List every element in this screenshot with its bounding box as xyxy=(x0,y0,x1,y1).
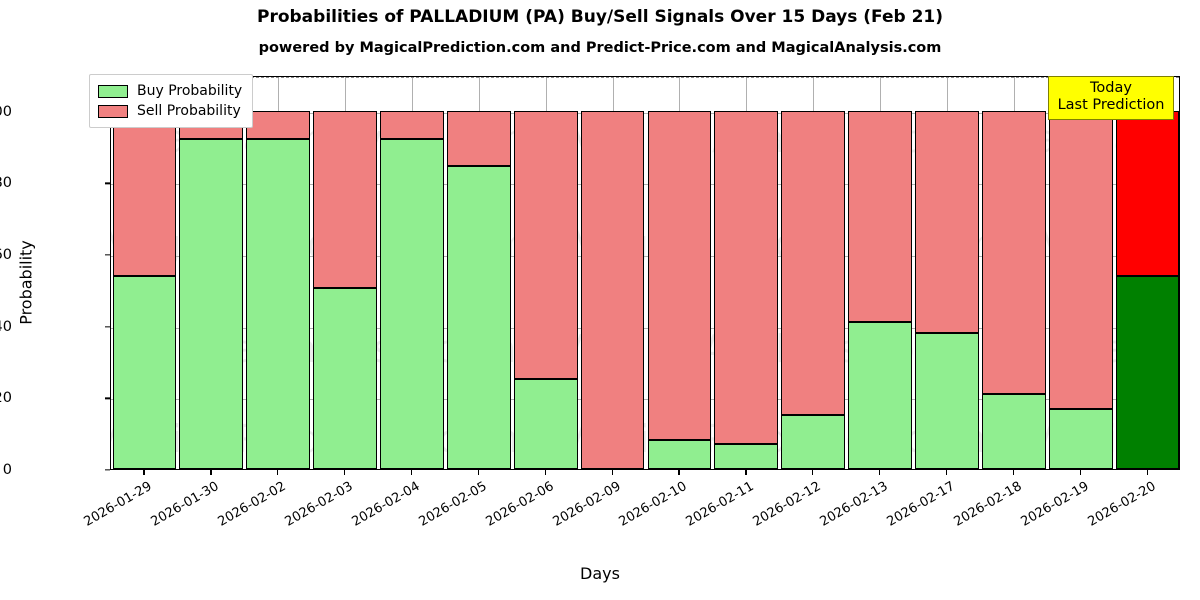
bar-segment-sell[interactable] xyxy=(981,110,1046,394)
threshold-dashed-line xyxy=(111,77,1179,78)
y-axis-tick-mark xyxy=(105,326,110,328)
x-axis-tick-mark xyxy=(410,470,413,475)
gridline-horizontal xyxy=(111,184,1179,186)
legend-swatch-sell-icon xyxy=(98,104,128,118)
x-axis-tick-mark xyxy=(210,470,212,475)
x-axis-tick-mark xyxy=(611,470,613,475)
bar-segment-buy[interactable] xyxy=(112,275,177,469)
chart-subtitle: powered by MagicalPrediction.com and Pre… xyxy=(258,40,942,56)
y-axis-tick-mark xyxy=(105,254,110,256)
bar-segment-sell[interactable] xyxy=(513,110,578,380)
x-axis-tick-mark xyxy=(745,470,747,475)
y-axis-tick-mark xyxy=(105,469,110,471)
bar-group[interactable] xyxy=(313,77,377,469)
bar-group[interactable] xyxy=(848,77,912,469)
bar-segment-sell[interactable] xyxy=(781,110,846,416)
bar-group[interactable] xyxy=(380,77,444,469)
legend-item-buy: Buy Probability xyxy=(98,81,242,101)
x-axis-tick-mark xyxy=(477,470,480,475)
bar-segment-sell[interactable] xyxy=(848,110,912,323)
bar-segment-sell[interactable] xyxy=(112,110,177,276)
bar-segment-sell[interactable] xyxy=(446,110,511,167)
gridline-horizontal xyxy=(111,399,1179,401)
bar-segment-buy[interactable] xyxy=(647,440,712,469)
bar-segment-sell[interactable] xyxy=(380,110,444,140)
bar-group[interactable] xyxy=(112,77,177,469)
today-annotation: Today Last Prediction xyxy=(1048,76,1174,120)
bar-segment-buy[interactable] xyxy=(313,288,377,469)
bars-layer xyxy=(111,77,1179,469)
bar-segment-sell[interactable] xyxy=(1048,110,1113,410)
x-axis-tick-mark xyxy=(277,470,279,475)
x-axis-tick-mark xyxy=(678,470,680,475)
y-axis-tick-label: 40 xyxy=(0,318,12,335)
bar-segment-buy[interactable] xyxy=(848,322,912,469)
legend-item-sell: Sell Probability xyxy=(98,101,242,121)
y-axis-label: Probability xyxy=(16,240,36,325)
x-axis-tick-mark xyxy=(1146,470,1148,475)
gridline-horizontal xyxy=(111,256,1179,258)
bar-group[interactable] xyxy=(915,77,979,469)
bar-group[interactable] xyxy=(981,77,1046,469)
bar-segment-sell[interactable] xyxy=(714,110,779,444)
y-axis-tick-label: 100 xyxy=(0,103,12,120)
plot-area: MagicalAnalysis.comMagicalAnalysis.comMa… xyxy=(110,76,1180,470)
legend-label-buy: Buy Probability xyxy=(137,83,243,99)
bar-group[interactable] xyxy=(246,77,311,469)
bar-segment-buy[interactable] xyxy=(513,379,578,469)
bar-segment-buy[interactable] xyxy=(1048,409,1113,469)
bar-segment-buy[interactable] xyxy=(179,139,244,469)
bar-segment-sell[interactable] xyxy=(647,110,712,441)
bar-segment-sell[interactable] xyxy=(313,110,377,289)
bar-group[interactable] xyxy=(446,77,511,469)
x-axis-tick-mark xyxy=(812,470,814,475)
bar-segment-buy[interactable] xyxy=(380,139,444,469)
legend-label-sell: Sell Probability xyxy=(137,103,241,119)
x-axis-tick-mark xyxy=(1079,470,1081,475)
bar-segment-buy[interactable] xyxy=(446,166,511,469)
x-axis-tick-mark xyxy=(344,470,346,475)
bar-segment-buy[interactable] xyxy=(1115,275,1179,469)
y-axis-tick-mark xyxy=(105,182,110,185)
bar-group[interactable] xyxy=(1048,77,1113,469)
y-axis-tick-mark xyxy=(105,397,110,400)
legend-swatch-buy-icon xyxy=(98,84,128,98)
y-axis-tick-label: 60 xyxy=(0,247,12,264)
bar-group[interactable] xyxy=(714,77,779,469)
y-axis-tick-label: 80 xyxy=(0,175,12,192)
x-axis-label: Days xyxy=(580,564,620,583)
bar-segment-buy[interactable] xyxy=(246,139,311,469)
bar-segment-buy[interactable] xyxy=(915,332,979,469)
x-axis-tick-mark xyxy=(544,470,546,475)
gridline-horizontal xyxy=(111,112,1179,114)
chart-legend: Buy Probability Sell Probability xyxy=(89,74,254,128)
bar-group[interactable] xyxy=(647,77,712,469)
bar-segment-sell[interactable] xyxy=(246,110,311,140)
x-axis-tick-mark xyxy=(879,470,881,475)
bar-group[interactable] xyxy=(179,77,244,469)
today-annotation-line2: Last Prediction xyxy=(1057,97,1165,113)
x-axis-tick-mark xyxy=(143,470,145,475)
y-axis-tick-label: 20 xyxy=(0,390,12,407)
bar-segment-buy[interactable] xyxy=(714,443,779,469)
bar-segment-sell[interactable] xyxy=(1115,110,1179,276)
gridline-horizontal xyxy=(111,327,1179,329)
x-axis-tick-mark xyxy=(945,470,948,475)
bar-group[interactable] xyxy=(781,77,846,469)
bar-segment-sell[interactable] xyxy=(915,110,979,333)
bar-segment-sell[interactable] xyxy=(580,110,645,469)
today-annotation-line1: Today xyxy=(1090,80,1132,96)
bar-group[interactable] xyxy=(580,77,645,469)
bar-group[interactable] xyxy=(1115,77,1179,469)
page-title: Probabilities of PALLADIUM (PA) Buy/Sell… xyxy=(256,7,944,27)
y-axis-tick-label: 0 xyxy=(2,462,12,478)
bar-segment-buy[interactable] xyxy=(781,415,846,469)
bar-segment-buy[interactable] xyxy=(981,393,1046,469)
bar-group[interactable] xyxy=(513,77,578,469)
x-axis-tick-mark xyxy=(1012,470,1015,475)
